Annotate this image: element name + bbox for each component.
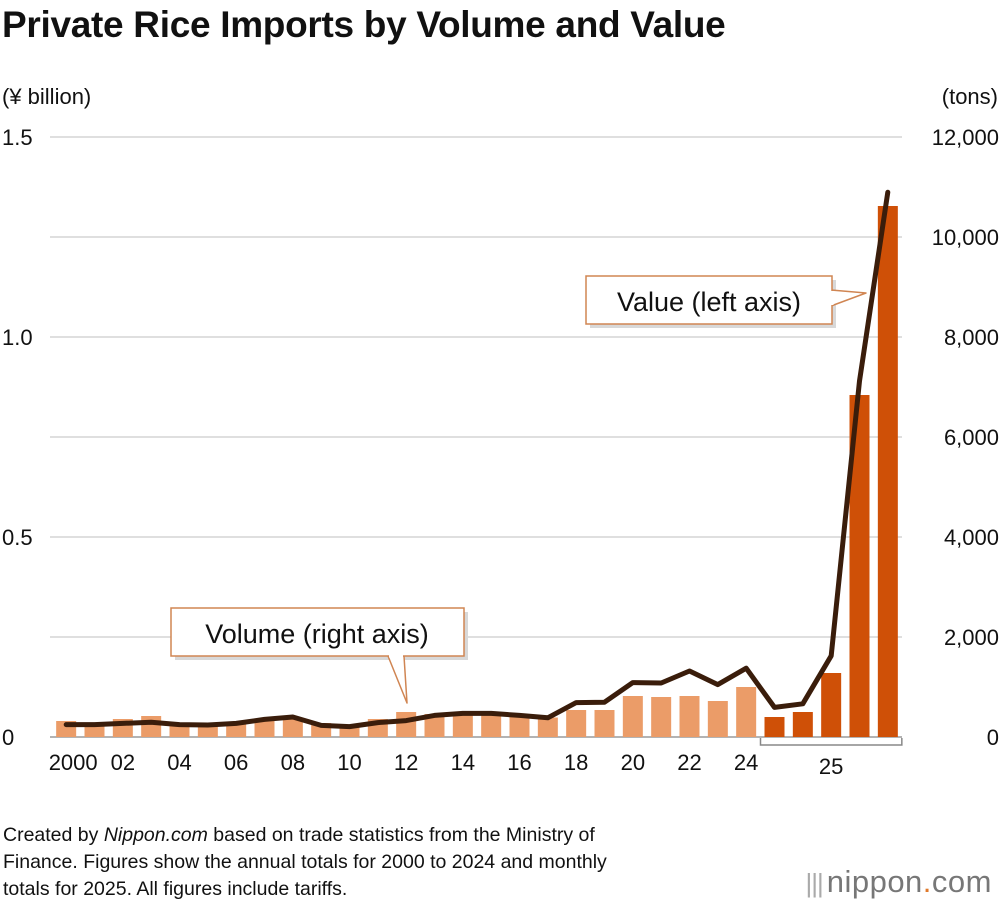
logo-name: nippon [826, 864, 923, 899]
footnote-author: Nippon.com [103, 824, 208, 846]
callout-box [585, 275, 833, 325]
right-tick-label: 10,000 [932, 225, 999, 250]
volume-bar [821, 673, 842, 737]
chart-title: Private Rice Imports by Volume and Value [2, 4, 726, 45]
line-layer [63, 189, 891, 730]
volume-bar [707, 701, 728, 737]
x-tick-label: 14 [451, 750, 475, 775]
volume-bar [396, 712, 417, 737]
x-tick-label: 06 [224, 750, 248, 775]
volume-bar [509, 716, 530, 737]
month-group-bracket [759, 738, 903, 746]
volume-bar [792, 712, 813, 737]
right-tick-label: 12,000 [932, 125, 999, 150]
volume-bar [537, 717, 558, 737]
volume-bar [481, 714, 502, 737]
callout-tail [830, 289, 867, 307]
footnote: Created by Nippon.com based on trade sta… [3, 822, 793, 903]
volume-bar [282, 718, 303, 737]
volume-callout: Volume (right axis) [170, 607, 468, 704]
x-tick-label: 22 [677, 750, 701, 775]
volume-bar [566, 710, 587, 737]
value-callout: Value (left axis) [585, 275, 867, 328]
footnote-line-3: totals for 2025. All figures include tar… [3, 878, 348, 900]
left-tick-label: 0.5 [2, 525, 33, 550]
volume-bar [452, 712, 473, 737]
volume-bar [254, 719, 275, 737]
nippon-logo: ||| nippon.com [805, 864, 992, 900]
volume-bar [594, 710, 615, 737]
left-tick-label: 0 [2, 725, 14, 750]
x-tick-label: 12 [394, 750, 418, 775]
volume-bar [622, 696, 643, 737]
right-tick-label: 0 [987, 725, 999, 750]
x-tick-label: 16 [507, 750, 531, 775]
x-tick-label: 20 [621, 750, 645, 775]
footnote-line-1: Created by Nippon.com based on trade sta… [3, 824, 595, 846]
volume-bar [679, 696, 700, 737]
left-tick-label: 1.0 [2, 325, 33, 350]
logo-tld: com [931, 864, 992, 899]
callout-layer: Value (left axis) Volume (right axis) [170, 275, 867, 704]
right-tick-label: 2,000 [944, 625, 999, 650]
volume-bar [764, 717, 785, 737]
volume-bar [424, 714, 445, 737]
volume-bar [226, 724, 247, 737]
left-tick-label: 1.5 [2, 125, 33, 150]
axis-layer: (¥ billion) (tons) 0 2,000 4,000 6,000 8,000 10… [2, 84, 999, 779]
chart-svg: (¥ billion) (tons) 0 2,000 4,000 6,000 8,000 10… [2, 84, 999, 779]
volume-callout-label: Volume (right axis) [205, 619, 429, 649]
volume-bar [849, 395, 870, 737]
logo-mark-icon: ||| [805, 868, 823, 898]
x-tick-label: 04 [167, 750, 191, 775]
footnote-line-2: Finance. Figures show the annual totals … [3, 851, 607, 873]
value-callout-label: Value (left axis) [617, 287, 801, 317]
volume-bar [651, 697, 672, 737]
right-axis-label: (tons) [942, 84, 998, 109]
logo-dot: . [922, 864, 932, 899]
right-tick-label: 8,000 [944, 325, 999, 350]
x-tick-label: 02 [111, 750, 135, 775]
left-axis-label: (¥ billion) [2, 84, 91, 109]
volume-bar [141, 716, 162, 737]
x-tick-label: 25 [819, 754, 843, 779]
volume-bar [736, 687, 757, 737]
x-tick-label: 18 [564, 750, 588, 775]
x-tick-label: 2000 [49, 750, 98, 775]
volume-bar [169, 724, 190, 737]
value-line [63, 189, 891, 730]
volume-bar [84, 724, 105, 737]
bar-layer [56, 206, 898, 737]
callout-box [170, 607, 465, 657]
right-tick-label: 4,000 [944, 525, 999, 550]
x-tick-label: 10 [337, 750, 361, 775]
x-tick-label: 08 [281, 750, 305, 775]
right-tick-label: 6,000 [944, 425, 999, 450]
volume-bar [197, 725, 218, 737]
x-tick-label: 24 [734, 750, 758, 775]
volume-bar [877, 206, 898, 737]
callout-tail [387, 655, 408, 704]
